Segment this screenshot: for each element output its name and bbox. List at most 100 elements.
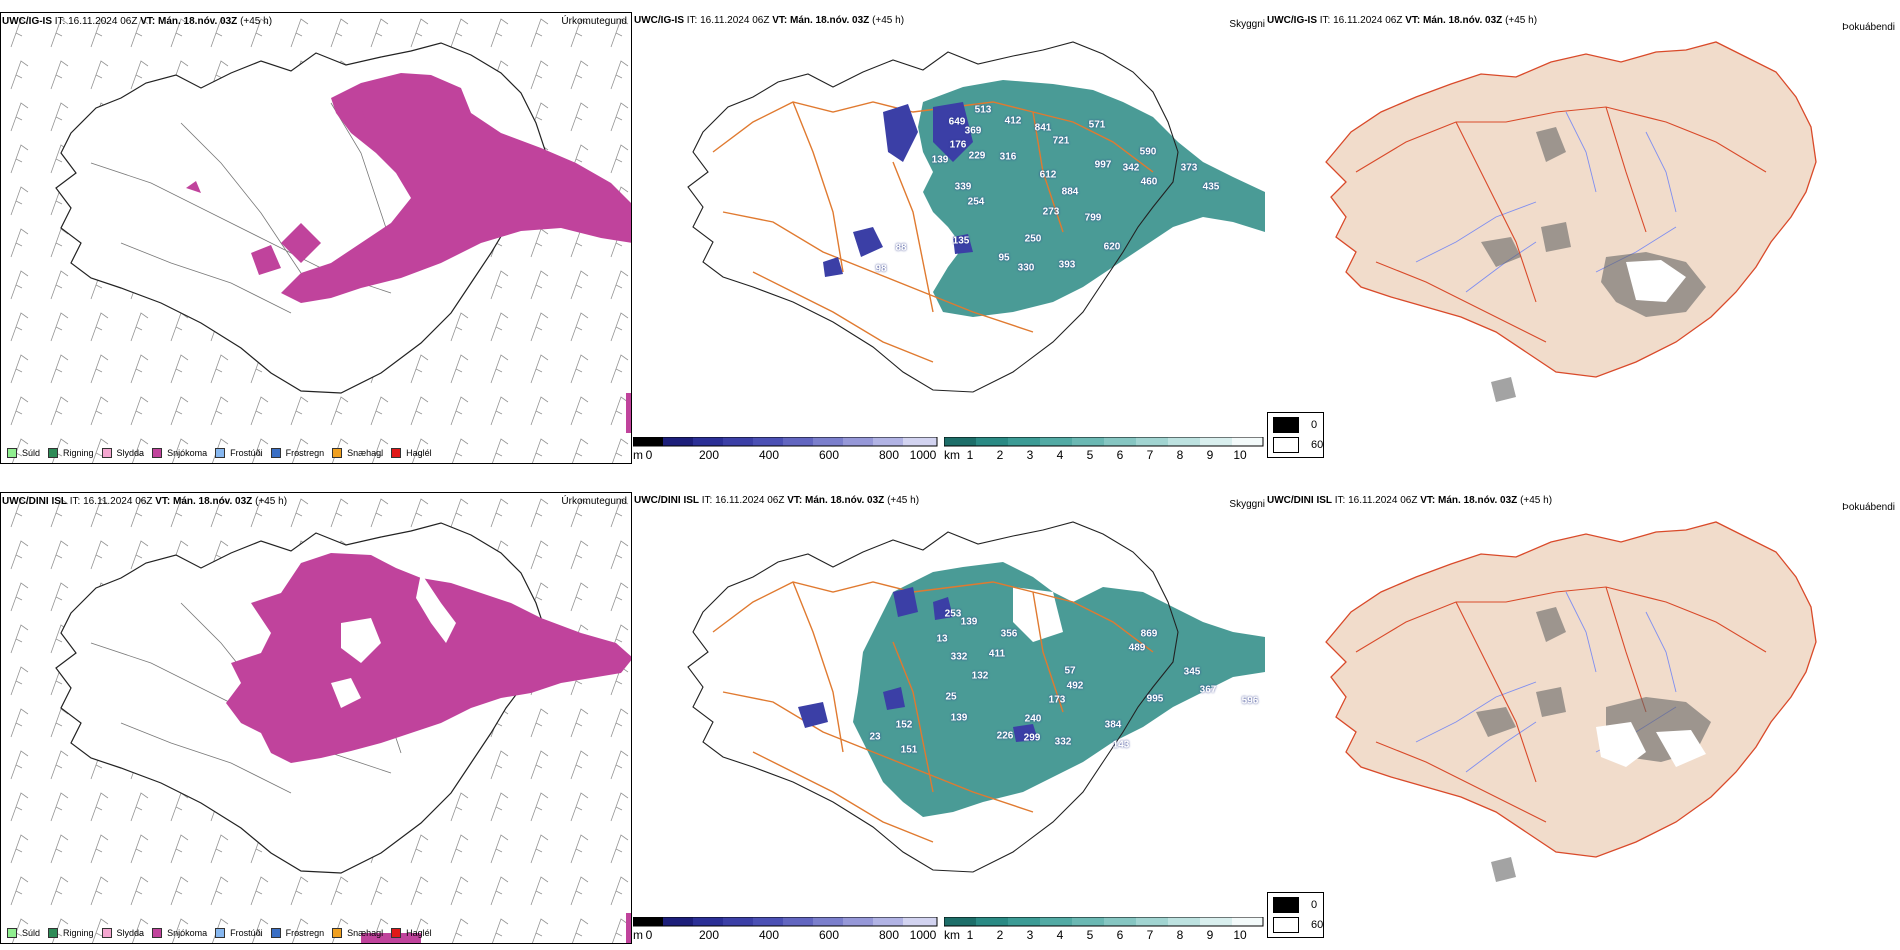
- legend-swatch: [270, 928, 281, 938]
- legend-swatch: [48, 448, 59, 458]
- legend-item: Snæhagl: [332, 928, 383, 938]
- ceiling-value: 98: [875, 263, 887, 275]
- visibility-unit: km: [944, 448, 960, 462]
- ceiling-value: 132: [971, 670, 989, 682]
- ceiling-value: 253: [944, 608, 962, 620]
- model-name: UWC/DINI ISL: [2, 496, 67, 507]
- ceiling-value: 369: [964, 125, 982, 137]
- legend-label: Snjókoma: [167, 448, 208, 458]
- fog-key-row2: 0 60: [1267, 892, 1324, 938]
- ceiling-colorbar: [633, 437, 938, 447]
- tick-label: 2: [996, 448, 1004, 462]
- legend-swatch: [332, 448, 343, 458]
- ceiling-colorbar: [633, 917, 938, 927]
- tick-label: 6: [1116, 448, 1124, 462]
- init-time: IT: 16.11.2024 06Z: [54, 16, 138, 27]
- field-label: Úrkomutegund: [561, 16, 627, 27]
- legend-label: Frostúði: [230, 928, 263, 938]
- visibility-colorbar: [944, 437, 1264, 447]
- tick-label: 1: [966, 448, 974, 462]
- tick-label: 200: [698, 448, 720, 462]
- road-network: [712, 581, 1154, 843]
- ceiling-value: 13: [936, 633, 948, 645]
- fog-key-row: 0: [1273, 417, 1317, 433]
- tick-label: 10: [1233, 448, 1247, 462]
- valid-time: VT: Mán. 18.nóv. 03Z: [1405, 15, 1503, 26]
- legend-swatch: [270, 448, 281, 458]
- road-lines: [90, 102, 462, 314]
- tick-label: 600: [818, 448, 840, 462]
- tick-label: 4: [1056, 448, 1064, 462]
- ceiling-value: 590: [1139, 146, 1157, 158]
- cloud-panel-row1: UWC/IG-IS IT: 16.11.2024 06Z VT: Mán. 18…: [633, 12, 1265, 464]
- legend-label: Haglél: [406, 928, 432, 938]
- visibility-scale-row1: km 1 2 3 4 5 6 7 8 9 10: [944, 437, 1264, 465]
- ceiling-value: 356: [1000, 628, 1018, 640]
- fog-key-swatch: [1273, 417, 1299, 433]
- legend-swatch: [7, 448, 17, 458]
- ceiling-unit: m: [633, 928, 643, 942]
- lead-time: (+45 h): [1520, 495, 1553, 506]
- ceiling-value: 571: [1088, 119, 1106, 131]
- tick-label: 600: [818, 928, 840, 942]
- ceiling-value: 612: [1039, 169, 1057, 181]
- model-name: UWC/DINI ISL: [634, 495, 699, 506]
- ceiling-value: 869: [1140, 628, 1158, 640]
- legend-label: Frostregn: [285, 928, 325, 938]
- teal-visibility-area: [853, 562, 1265, 817]
- tick-label: 3: [1026, 448, 1034, 462]
- legend-item: Súld: [7, 448, 40, 458]
- tick-label: 200: [698, 928, 720, 942]
- ceiling-value: 721: [1052, 135, 1070, 147]
- init-time: IT: 16.11.2024 06Z: [701, 495, 785, 506]
- model-name: UWC/DINI ISL: [1267, 495, 1332, 506]
- ceiling-value: 393: [1058, 259, 1076, 271]
- legend-label: Snæhagl: [347, 928, 384, 938]
- ceiling-value: 342: [1122, 162, 1140, 174]
- ceiling-value: 143: [1112, 739, 1130, 751]
- ceiling-value: 273: [1042, 206, 1060, 218]
- legend-swatch: [391, 928, 402, 938]
- legend-item: Slydda: [101, 928, 144, 938]
- valid-time: VT: Mán. 18.nóv. 03Z: [140, 16, 238, 27]
- field-label: Skyggni: [1229, 19, 1265, 30]
- ceiling-value: 229: [968, 150, 986, 162]
- model-name: UWC/IG-IS: [2, 16, 52, 27]
- fog-key-swatch: [1273, 437, 1299, 453]
- init-time: IT: 16.11.2024 06Z: [1334, 495, 1418, 506]
- ceiling-value: 240: [1024, 713, 1042, 725]
- valid-time: VT: Mán. 18.nóv. 03Z: [787, 495, 885, 506]
- ceiling-value: 25: [945, 691, 957, 703]
- roads: [1355, 106, 1767, 343]
- field-label: Úrkomutegund: [561, 496, 627, 507]
- legend-item: Snjókoma: [152, 928, 207, 938]
- tick-label: 400: [758, 928, 780, 942]
- fog-key-value: 60: [1311, 919, 1324, 931]
- tick-label: 0: [645, 928, 653, 942]
- panel-header: UWC/IG-IS IT: 16.11.2024 06Z VT: Mán. 18…: [1267, 15, 1537, 26]
- precip-panel-row2: UWC/DINI ISL IT: 16.11.2024 06Z VT: Mán.…: [0, 492, 632, 944]
- lead-time: (+45 h): [887, 495, 920, 506]
- init-time: IT: 16.11.2024 06Z: [69, 496, 153, 507]
- lead-time: (+45 h): [1505, 15, 1538, 26]
- legend-item: Haglél: [391, 928, 432, 938]
- ceiling-value: 173: [1048, 694, 1066, 706]
- visibility-colorbar: [944, 917, 1264, 927]
- ceiling-value: 316: [999, 151, 1017, 163]
- tick-label: 1000: [909, 928, 937, 942]
- legend-label: Rigning: [63, 928, 94, 938]
- ceiling-value: 339: [954, 181, 972, 193]
- valid-time: VT: Mán. 18.nóv. 03Z: [1420, 495, 1518, 506]
- visibility-scale-row2: km 1 2 3 4 5 6 7 8 9 10: [944, 917, 1264, 945]
- ceiling-value: 332: [1054, 736, 1072, 748]
- legend-item: Rigning: [48, 448, 94, 458]
- init-time: IT: 16.11.2024 06Z: [1319, 15, 1403, 26]
- ceiling-value: 460: [1140, 176, 1158, 188]
- ceiling-scale-row1: m 0 200 400 600 800 1000: [633, 437, 938, 465]
- tick-label: 1: [966, 928, 974, 942]
- tick-label: 800: [878, 448, 900, 462]
- model-name: UWC/IG-IS: [1267, 15, 1317, 26]
- legend-label: Súld: [22, 928, 41, 938]
- ceiling-value: 176: [949, 139, 967, 151]
- teal-visibility-area: [918, 80, 1265, 317]
